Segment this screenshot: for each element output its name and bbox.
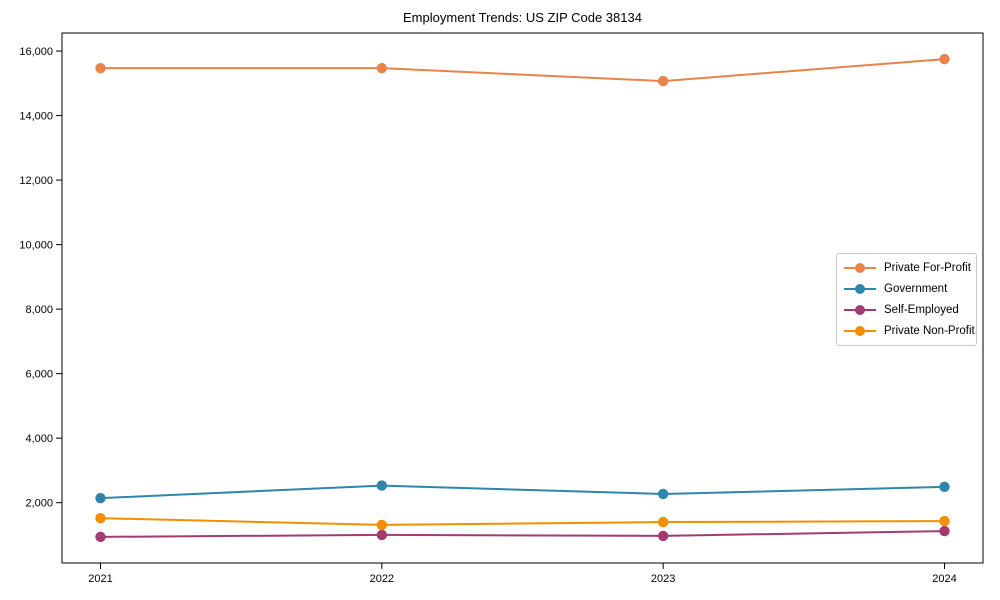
data-point-private-non-profit xyxy=(657,516,669,528)
y-tick-label: 14,000 xyxy=(19,111,53,123)
series-line-government xyxy=(99,484,946,500)
y-tick-label: 2,000 xyxy=(25,498,53,510)
legend-marker-icon xyxy=(844,325,876,336)
legend-box: Private For-Profit Government Self-Employe… xyxy=(836,253,977,346)
series-line-private-non-profit xyxy=(99,517,946,526)
data-point-government xyxy=(657,488,669,500)
legend-label: Self-Employed xyxy=(884,303,959,316)
y-tick-label: 12,000 xyxy=(19,175,53,187)
y-tick-label: 4,000 xyxy=(25,433,53,445)
legend-label: Private Non-Profit xyxy=(884,324,975,337)
legend-item-government: Government xyxy=(844,279,969,299)
series-line-private-for-profit xyxy=(99,58,946,83)
x-tick-label: 2021 xyxy=(88,573,112,585)
data-point-private-non-profit xyxy=(95,512,106,524)
legend-marker-icon xyxy=(844,284,876,295)
legend-item-private-non-profit: Private Non-Profit xyxy=(844,321,975,341)
x-tick-label: 2023 xyxy=(651,573,675,585)
legend-item-private-for-profit: Private For-Profit xyxy=(844,258,971,278)
y-tick-label: 8,000 xyxy=(25,304,53,316)
data-point-private-non-profit xyxy=(939,515,950,527)
data-point-government xyxy=(939,481,950,493)
legend-marker-icon xyxy=(844,304,876,315)
legend-label: Private For-Profit xyxy=(884,262,971,275)
plot-frame xyxy=(61,32,984,564)
series-line-self-employed xyxy=(99,530,946,538)
legend-label: Government xyxy=(884,283,948,296)
x-tick-label: 2024 xyxy=(932,573,956,585)
data-point-self-employed xyxy=(95,531,106,543)
y-tick-label: 10,000 xyxy=(19,240,53,252)
data-point-government xyxy=(95,492,106,504)
data-point-private-for-profit xyxy=(95,62,106,74)
y-tick-label: 6,000 xyxy=(25,369,53,381)
chart-title: Employment Trends: US ZIP Code 38134 xyxy=(403,10,642,25)
data-point-self-employed xyxy=(939,525,950,537)
data-point-private-for-profit xyxy=(657,75,669,87)
data-point-private-non-profit xyxy=(376,519,388,531)
data-point-government xyxy=(376,480,388,491)
data-point-private-for-profit xyxy=(939,53,950,65)
data-point-self-employed xyxy=(376,529,388,541)
y-tick-label: 16,000 xyxy=(19,46,53,58)
x-tick-label: 2022 xyxy=(370,573,394,585)
legend-item-self-employed: Self-Employed xyxy=(844,300,969,320)
legend-marker-icon xyxy=(844,263,876,274)
data-point-private-for-profit xyxy=(376,62,388,74)
data-point-self-employed xyxy=(657,530,669,542)
